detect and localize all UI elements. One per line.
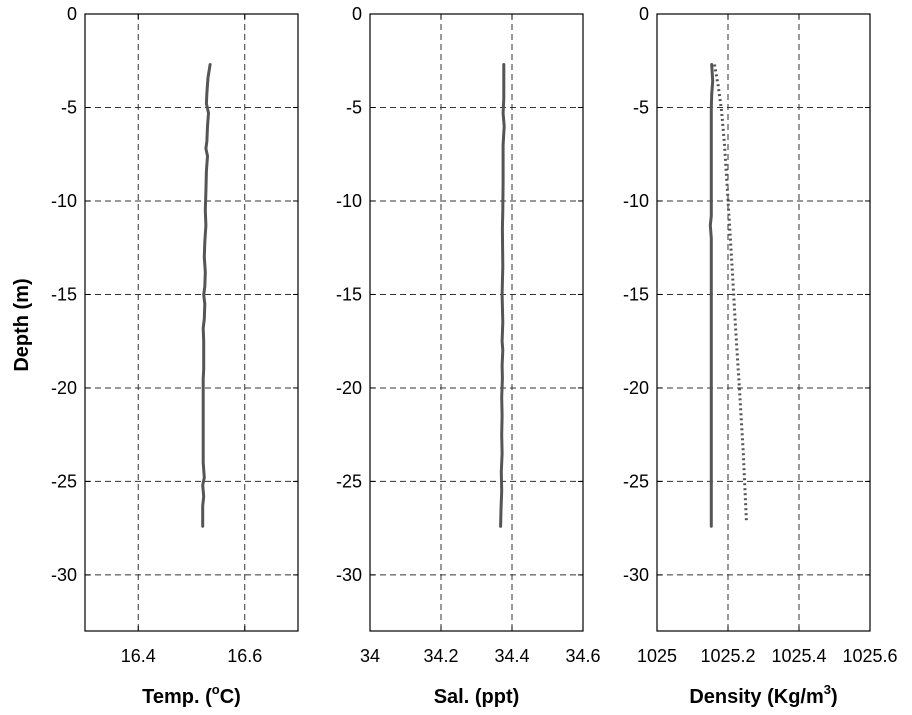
y-axis-label: Depth (m) [11,278,33,371]
density-xtick-label: 1025 [637,646,677,666]
temp-ytick-label: 0 [67,4,77,24]
sal-ytick-label: 0 [352,4,362,24]
temp-ytick-label: -15 [51,284,77,304]
density-ytick-label: -30 [623,565,649,585]
temp-ytick-label: -10 [51,191,77,211]
temp-series-solid-line [201,63,212,528]
density-ytick-label: 0 [639,4,649,24]
sal-series-solid-line [499,63,506,528]
density-xtick-label: 1025.4 [771,646,826,666]
temp-axes-frame [84,13,299,632]
density-ytick-label: -20 [623,378,649,398]
sal-ytick-label: -30 [336,565,362,585]
temp-ytick-label: -30 [51,565,77,585]
density-ytick-label: -5 [633,97,649,117]
temp-xtick-label: 16.4 [121,646,156,666]
density-series-dotted-line [713,64,748,523]
density-x-axis-label: Density (Kg/m3) [689,682,837,708]
density-axes-frame [656,13,871,632]
sal-xtick-label: 34 [360,646,380,666]
sal-xtick-label: 34.4 [494,646,529,666]
temp-xtick-label: 16.6 [227,646,262,666]
sal-x-axis-label: Sal. (ppt) [434,686,520,708]
sal-axes-frame [369,13,584,632]
sal-xtick-label: 34.6 [565,646,600,666]
temp-x-axis-label: Temp. (oC) [142,682,241,708]
temp-ytick-label: -20 [51,378,77,398]
density-xtick-label: 1025.6 [842,646,897,666]
density-xtick-label: 1025.2 [700,646,755,666]
density-series-solid-line [708,63,715,528]
sal-ytick-label: -10 [336,191,362,211]
density-ytick-label: -15 [623,284,649,304]
sal-ytick-label: -5 [346,97,362,117]
temp-ytick-label: -5 [61,97,77,117]
density-ytick-label: -25 [623,471,649,491]
sal-ytick-label: -15 [336,284,362,304]
sal-xtick-label: 34.2 [423,646,458,666]
temp-ytick-label: -25 [51,471,77,491]
sal-ytick-label: -25 [336,471,362,491]
density-ytick-label: -10 [623,191,649,211]
sal-ytick-label: -20 [336,378,362,398]
